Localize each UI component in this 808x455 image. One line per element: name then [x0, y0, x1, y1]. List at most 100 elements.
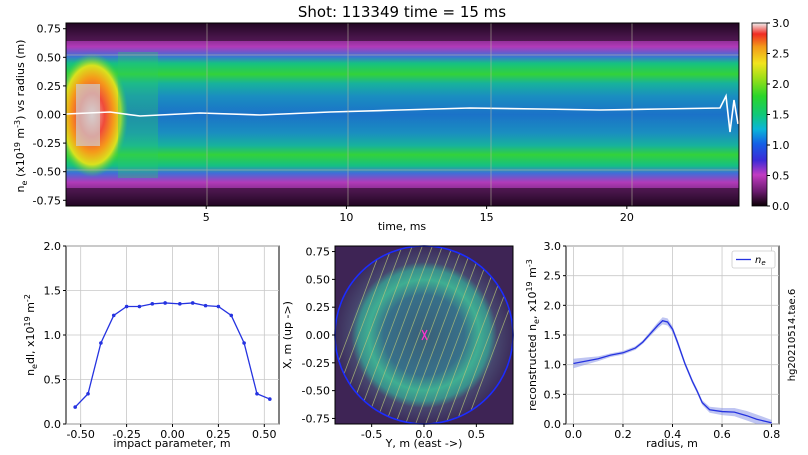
map-ylabel: X, m (up ->)	[281, 301, 294, 369]
map-ytick-label: -0.25	[302, 357, 330, 370]
profile-ytick-label: 2.0	[544, 299, 562, 312]
chord-line	[335, 246, 389, 424]
nedl-xtick-label: 0.00	[160, 428, 185, 441]
nedl-point	[242, 341, 246, 345]
nedl-panel: -0.50 -0.25 0.00 0.25 0.50 0.0 0.5 1.0 1.5 2.0 im…	[23, 240, 280, 450]
profile-panel: 0.0 0.2 0.4 0.6 0.80.00.51.01.52.02.53.0 ne …	[525, 240, 780, 450]
profile-xtick-label: 0.2	[614, 428, 632, 441]
nedl-point	[255, 391, 259, 396]
spectrogram-ylabel: ne (x1019 m-3) vs radius (m)	[13, 40, 29, 193]
colorbar-tick-label: 0.0	[772, 200, 790, 213]
spectrogram-top-edge	[66, 23, 739, 41]
nedl-point	[178, 302, 182, 306]
nedl-xtick-label: 0.25	[206, 428, 231, 441]
map-ytick-label: 0.50	[306, 273, 331, 286]
profile-ytick-label: 1.5	[544, 329, 562, 342]
map-ytick-label: -0.50	[302, 385, 330, 398]
profile-ylabel: reconstructed ne, x1019 m-3	[525, 259, 541, 411]
profile-ytick-label: 3.0	[544, 240, 562, 253]
spectrogram-bottom-edge	[66, 188, 739, 206]
colorbar-tick-label: 1.5	[772, 109, 790, 122]
colorbar-tick-label: 1.0	[772, 139, 790, 152]
spectrogram-xtick-label: 15	[480, 211, 494, 224]
nedl-point	[229, 313, 234, 318]
figure-title: Shot: 113349 time = 15 ms	[298, 3, 506, 21]
spectrogram-ytick-label: 0.50	[37, 51, 62, 64]
spectrogram-panel: 5 10 15 20 -0.75 -0.50 -0.25 0.00 0.25 0.50 0.75 t…	[13, 22, 740, 233]
map-xtick-label: -0.5	[361, 428, 382, 441]
map-ytick-label: 0.25	[306, 301, 331, 314]
chord-line	[398, 246, 480, 424]
nedl-ytick-label: 0.0	[44, 418, 62, 431]
nedl-point	[111, 313, 116, 318]
spectrogram-xlabel: time, ms	[378, 220, 427, 233]
nedl-xtick-label: -0.25	[112, 428, 140, 441]
nedl-ylabel: nedl, x1019 m-2	[23, 294, 39, 376]
map-xtick-label: 0.0	[415, 428, 433, 441]
chord-line	[408, 246, 490, 424]
nedl-point	[216, 304, 221, 309]
nedl-ytick-label: 0.5	[44, 374, 62, 387]
nedl-point	[268, 397, 272, 401]
profile-uncertainty-band	[573, 317, 772, 424]
profile-ytick-label: 1.0	[544, 359, 562, 372]
map-xtick-label: 0.5	[468, 428, 486, 441]
chord-line	[335, 246, 399, 424]
map-ytick-label: -0.75	[302, 412, 330, 425]
map-ytick-label: 0.75	[306, 246, 331, 259]
nedl-point	[203, 303, 208, 308]
spectrogram-ytick-label: -0.50	[33, 166, 61, 179]
nedl-point	[150, 302, 155, 306]
nedl-xlabel: impact parameter, m	[113, 437, 230, 450]
profile-ytick-label: 2.5	[544, 270, 562, 283]
chord-line	[388, 246, 470, 424]
spectrogram-ytick-label: 0.00	[37, 109, 62, 122]
profile-ytick-label: 0.5	[544, 388, 562, 401]
colorbar: 0.0 0.5 1.0 1.5 2.0 2.5 3.0	[751, 17, 790, 213]
legend-label: ne	[755, 255, 766, 267]
chord-line	[459, 246, 513, 424]
nedl-ytick-label: 1.5	[44, 285, 62, 298]
chord-line	[358, 246, 440, 424]
profile-xtick-label: 0.6	[713, 428, 731, 441]
nedl-point	[163, 301, 167, 305]
chord-line	[368, 246, 450, 424]
nedl-xtick-label: -0.50	[66, 428, 94, 441]
spectrogram-ytick-label: -0.25	[33, 137, 61, 150]
nedl-ytick-label: 1.0	[44, 329, 62, 342]
nedl-xtick-label: 0.50	[252, 428, 277, 441]
nedl-point	[190, 301, 195, 305]
colorbar-tick-label: 2.0	[772, 78, 790, 91]
spectrogram-ytick-label: 0.25	[37, 80, 62, 93]
profile-line	[573, 320, 772, 424]
profile-xlabel: radius, m	[646, 437, 698, 450]
spectrogram-xtick-label: 20	[620, 211, 634, 224]
colorbar-tick-label: 0.5	[772, 170, 790, 183]
chord-line	[378, 246, 460, 424]
map-panel: -0.5 0.0 0.5 -0.75 -0.50 -0.25 0.00 0.25 0.50 0.7…	[281, 245, 514, 450]
nedl-ytick-label: 2.0	[44, 240, 62, 253]
nedl-point	[124, 304, 129, 309]
nedl-point	[73, 405, 77, 409]
spectrogram-xtick-label: 10	[339, 211, 353, 224]
chord-line	[449, 246, 513, 424]
spectrogram-early-core	[76, 84, 100, 146]
map-xlabel: Y, m (east ->)	[385, 437, 463, 450]
nedl-line	[74, 302, 271, 408]
profile-xtick-label: 0.0	[565, 428, 583, 441]
profile-legend: ne	[731, 250, 776, 269]
nedl-point	[86, 391, 90, 396]
white-trace	[66, 93, 739, 133]
spectrogram-gridlines	[66, 23, 739, 206]
profile-ytick-label: 0.0	[544, 418, 562, 431]
spectrogram-ytick-label: 0.75	[37, 23, 62, 36]
profile-xtick-label: 0.4	[664, 428, 682, 441]
spectrogram-xtick-label: 5	[203, 211, 210, 224]
center-mark	[421, 329, 428, 341]
side-label: hg20210514.tae.6	[787, 289, 798, 382]
colorbar-tick-label: 2.5	[772, 48, 790, 61]
spectrogram-ytick-label: -0.75	[33, 194, 61, 207]
profile-xtick-label: 0.8	[763, 428, 781, 441]
colorbar-tick-label: 3.0	[772, 17, 790, 30]
nedl-point	[99, 341, 103, 345]
